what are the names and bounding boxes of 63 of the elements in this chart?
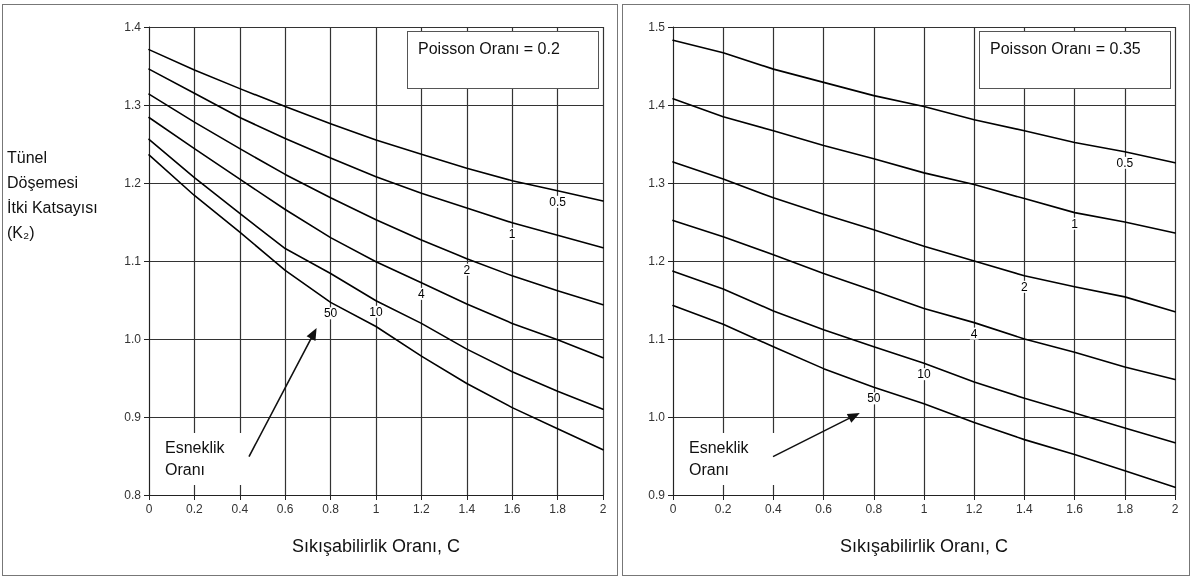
y-tick-label: 1.3 bbox=[124, 98, 142, 112]
x-tick-label: 0.8 bbox=[322, 502, 340, 516]
y-tick-label: 1.4 bbox=[124, 20, 142, 34]
y-tick-label: 0.9 bbox=[648, 488, 666, 502]
series-label: 4 bbox=[418, 286, 426, 301]
x-tick-label: 0.8 bbox=[865, 502, 883, 516]
line-series bbox=[672, 219, 1176, 381]
x-tick-label: 2 bbox=[1171, 502, 1179, 516]
series-label: 4 bbox=[970, 326, 978, 341]
y-tick-label: 1.2 bbox=[124, 176, 142, 190]
x-tick-label: 2 bbox=[599, 502, 607, 516]
x-tick-label: 1 bbox=[372, 502, 380, 516]
annotation: Esneklik Oranı bbox=[683, 433, 775, 485]
x-tick-label: 1.2 bbox=[965, 502, 983, 516]
x-tick-label: 1.6 bbox=[503, 502, 521, 516]
line-series bbox=[148, 138, 604, 410]
line-series bbox=[148, 68, 604, 249]
x-tick-label: 1.4 bbox=[1016, 502, 1034, 516]
line-series bbox=[148, 154, 604, 451]
x-axis-title: Sıkışabilirlik Oranı, C bbox=[291, 536, 461, 556]
x-axis-title: Sıkışabilirlik Oranı, C bbox=[839, 536, 1009, 556]
y-tick-label: 1.2 bbox=[648, 254, 666, 268]
note-box: Poisson Oranı = 0.35 bbox=[979, 31, 1171, 89]
line-series bbox=[672, 97, 1176, 234]
y-tick-label: 1.0 bbox=[124, 332, 142, 346]
y-tick-label: 1.1 bbox=[124, 254, 142, 268]
note-box: Poisson Oranı = 0.2 bbox=[407, 31, 599, 89]
series-label: 2 bbox=[463, 262, 471, 277]
series-label: 1 bbox=[1071, 216, 1079, 231]
series-label: 0.5 bbox=[1116, 155, 1134, 170]
series-label: 0.5 bbox=[549, 194, 567, 209]
y-tick-label: 1.4 bbox=[648, 98, 666, 112]
x-tick-label: 0.2 bbox=[186, 502, 204, 516]
x-tick-label: 1.6 bbox=[1066, 502, 1084, 516]
y-tick-label: 1.1 bbox=[648, 332, 666, 346]
x-tick-label: 1.2 bbox=[413, 502, 431, 516]
y-axis-title: Tünel Döşemesi İtki Katsayısı (K₂) bbox=[7, 148, 99, 243]
x-tick-label: 1.8 bbox=[549, 502, 567, 516]
series-label: 1 bbox=[508, 226, 516, 241]
x-tick-label: 0.6 bbox=[276, 502, 294, 516]
y-tick-label: 1.5 bbox=[648, 20, 666, 34]
x-tick-label: 1.4 bbox=[458, 502, 476, 516]
x-tick-label: 1 bbox=[920, 502, 928, 516]
series-label: 10 bbox=[917, 367, 931, 382]
y-tick-label: 1.0 bbox=[648, 410, 666, 424]
y-tick-label: 0.9 bbox=[124, 410, 142, 424]
x-tick-label: 0 bbox=[669, 502, 677, 516]
y-tick-label: 0.8 bbox=[124, 488, 142, 502]
y-tick-label: 1.3 bbox=[648, 176, 666, 190]
x-tick-label: 0.4 bbox=[231, 502, 249, 516]
line-series bbox=[148, 116, 604, 359]
x-tick-label: 0.2 bbox=[714, 502, 732, 516]
series-label: 50 bbox=[323, 306, 338, 321]
annotation: Esneklik Oranı bbox=[159, 433, 251, 485]
series-label: 2 bbox=[1021, 279, 1029, 294]
x-tick-label: 1.8 bbox=[1116, 502, 1134, 516]
series-label: 10 bbox=[369, 304, 383, 319]
series-label: 50 bbox=[867, 391, 881, 406]
x-tick-label: 0.6 bbox=[815, 502, 833, 516]
x-tick-label: 0 bbox=[145, 502, 153, 516]
line-series bbox=[672, 304, 1176, 488]
x-tick-label: 0.4 bbox=[765, 502, 783, 516]
line-series bbox=[148, 93, 604, 306]
